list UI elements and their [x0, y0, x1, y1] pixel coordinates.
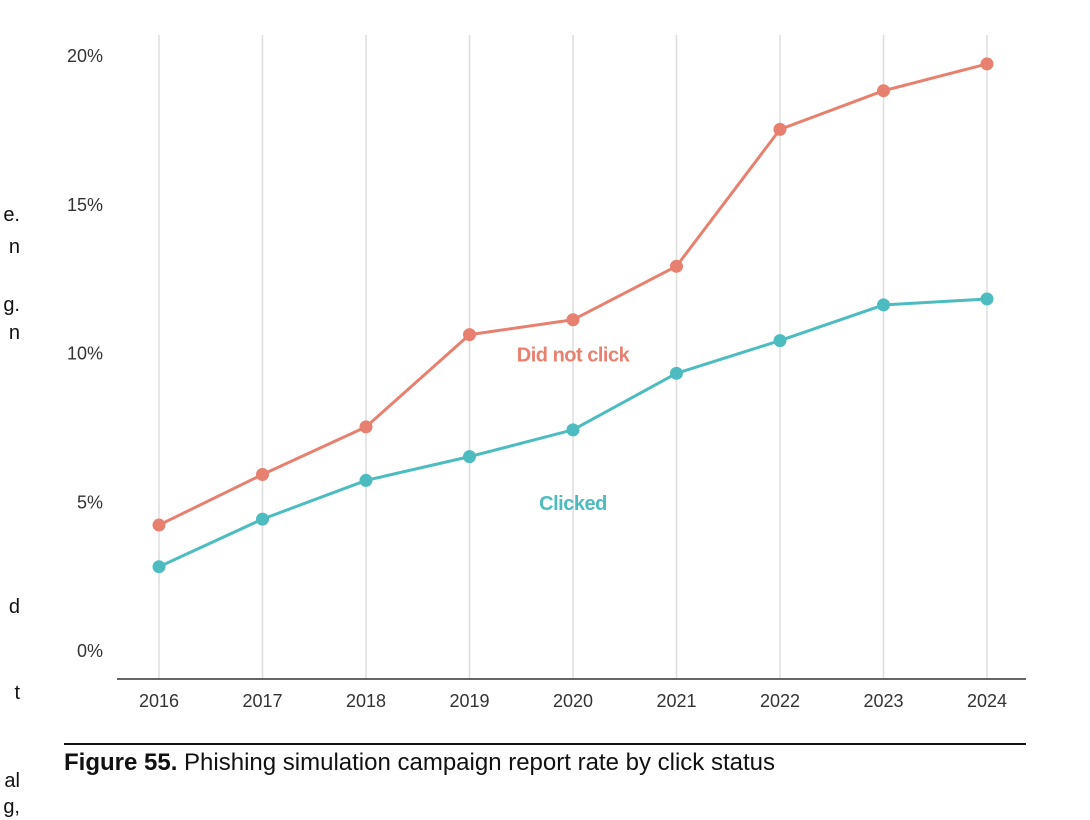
side-text-fragment: g.: [3, 294, 20, 316]
x-tick-label: 2016: [139, 691, 179, 711]
side-text-fragment: e.: [3, 204, 20, 226]
series-label-clicked: Clicked: [539, 493, 607, 515]
side-text-fragment: g,: [3, 796, 20, 818]
data-point: [877, 298, 890, 312]
data-point: [566, 313, 580, 327]
clipped-side-text: e. n g. n d t al g,: [0, 0, 20, 820]
data-point: [152, 518, 166, 532]
y-axis: 0% 5% 10% 15% 20%: [67, 46, 103, 661]
figure-caption: Figure 55. Phishing simulation campaign …: [64, 749, 775, 777]
side-text-fragment: n: [8, 322, 20, 344]
y-tick-label: 0%: [77, 641, 103, 661]
data-point: [152, 560, 166, 574]
x-tick-label: 2017: [242, 691, 282, 711]
x-axis: 2016 2017 2018 2019 2020 2021 2022 2023 2024: [117, 678, 1026, 711]
data-point: [877, 84, 890, 98]
series-label-did-not-click: Did not click: [517, 344, 631, 366]
data-point: [256, 467, 269, 481]
data-point: [670, 366, 683, 380]
x-tick-label: 2023: [863, 691, 903, 711]
y-tick-label: 10%: [67, 344, 103, 364]
side-text-fragment: t: [14, 682, 20, 704]
data-point: [463, 328, 476, 342]
data-point: [359, 473, 373, 487]
x-tick-label: 2021: [656, 691, 696, 711]
side-text-fragment: d: [8, 596, 20, 618]
data-point: [980, 292, 994, 306]
line-chart: 0%5%10%15%20% 2016 2017 2018 2019 2020 2021 20…: [67, 35, 1026, 711]
figure-number: Figure 55.: [64, 749, 178, 776]
data-point: [359, 420, 373, 434]
y-tick-label: 5%: [77, 492, 103, 512]
y-tick-label: 15%: [67, 195, 103, 215]
series-layer: [152, 57, 994, 574]
caption-text: Phishing simulation campaign report rate…: [177, 749, 775, 776]
side-text-fragment: n: [8, 236, 20, 258]
data-point: [773, 122, 787, 136]
data-point: [463, 450, 476, 464]
data-point: [980, 57, 994, 71]
caption-rule: [64, 743, 1026, 745]
data-point: [256, 512, 269, 526]
x-tick-label: 2024: [967, 691, 1007, 711]
gridlines: [158, 35, 988, 679]
y-tick-label: 20%: [67, 46, 103, 66]
data-point: [670, 259, 683, 273]
data-point: [773, 334, 787, 348]
side-text-fragment: al: [4, 770, 20, 792]
x-tick-label: 2018: [346, 691, 386, 711]
series-labels: Did not click Clicked: [517, 344, 631, 515]
x-tick-label: 2019: [449, 691, 489, 711]
data-point: [566, 423, 580, 437]
x-tick-label: 2020: [553, 691, 593, 711]
x-tick-label: 2022: [760, 691, 800, 711]
